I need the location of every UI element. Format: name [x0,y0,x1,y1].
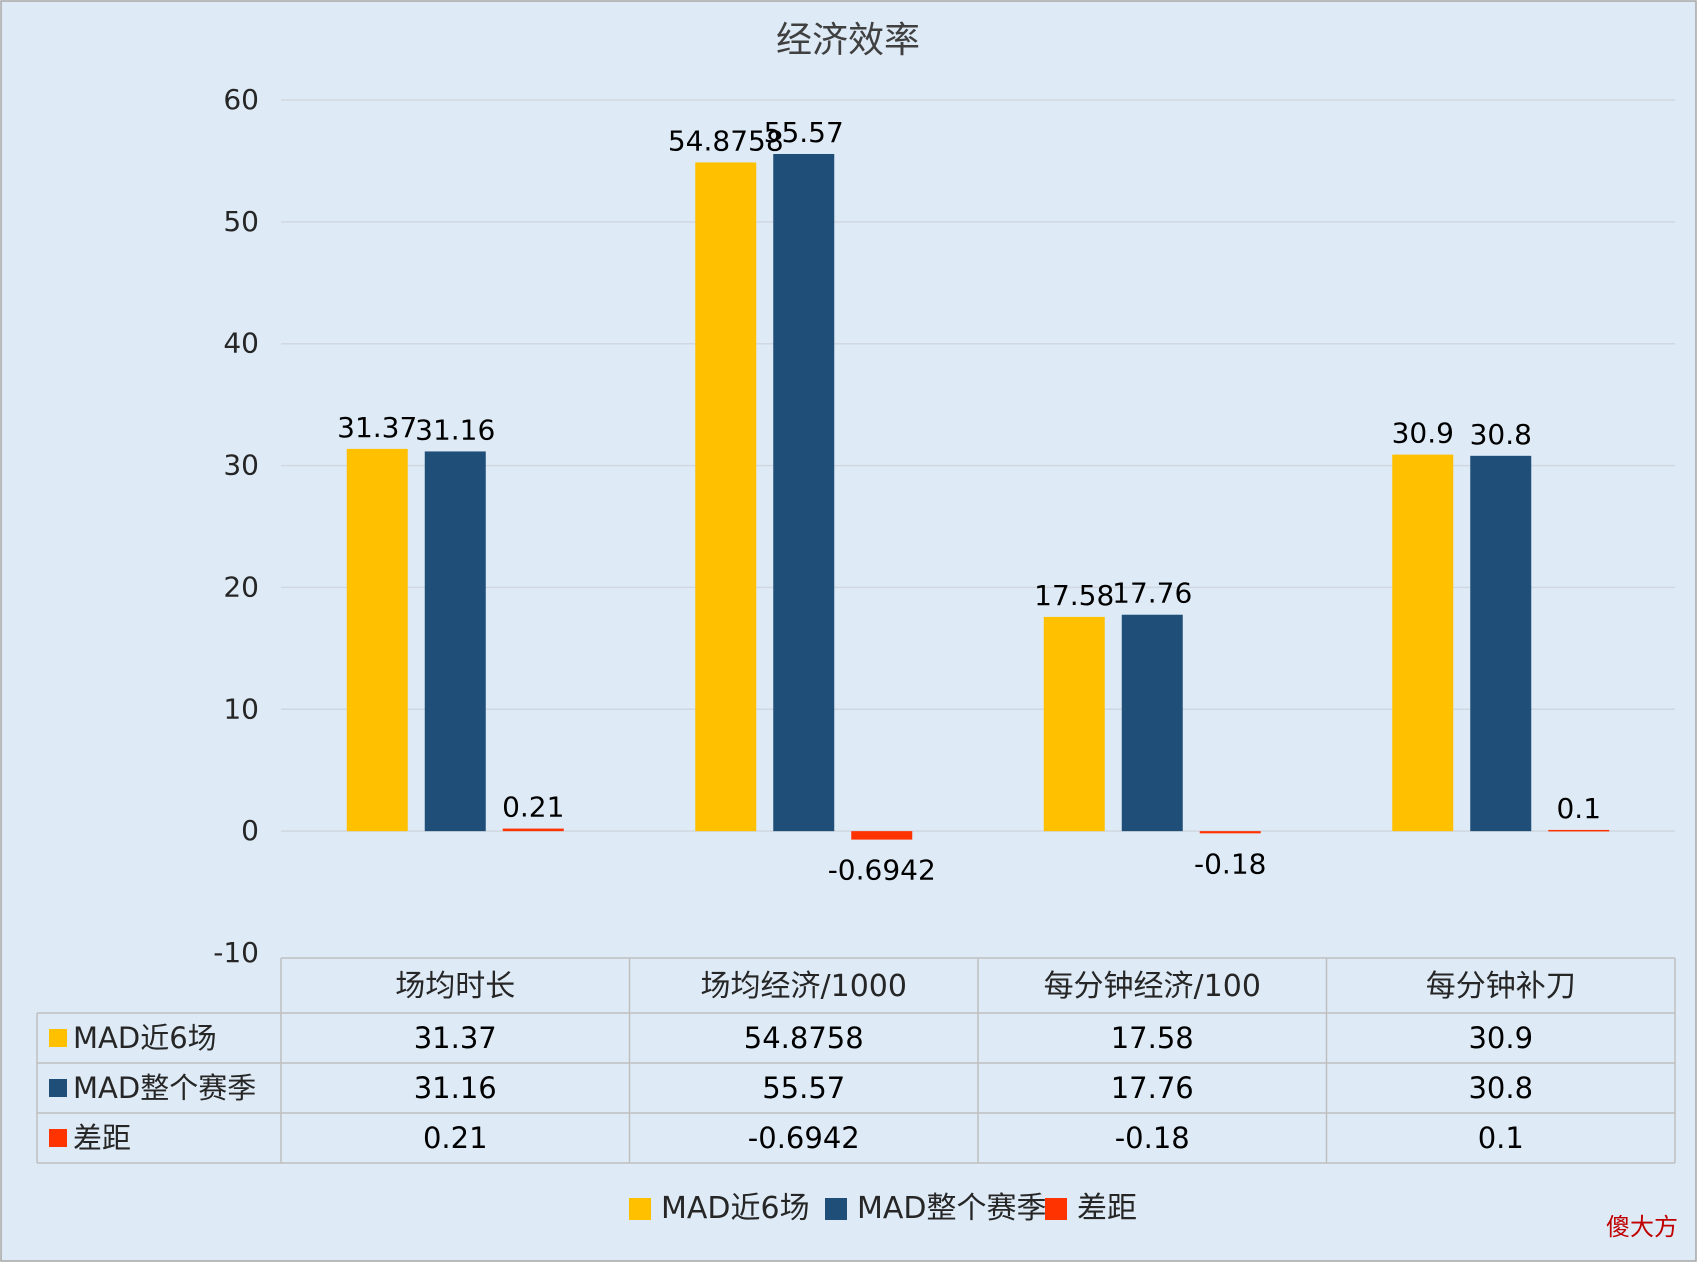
table-cell-value: 54.8758 [744,1021,864,1055]
data-label: 30.8 [1470,418,1532,451]
table-cell-value: 31.37 [414,1021,497,1055]
table-cell-value: 31.16 [414,1071,497,1105]
data-table: 场均时长 场均经济/1000 每分钟经济/100 每分钟补刀 MAD近6场 31.37 54… [36,957,1676,1164]
data-label: -0.18 [1194,847,1266,880]
table-cell-value: 0.1 [1478,1121,1524,1155]
x-category-label: 场均经济/1000 [701,969,907,1004]
data-label: 0.21 [502,791,564,824]
legend-label: 差距 [1077,1191,1137,1226]
table-series-swatch [49,1079,67,1097]
chart-title: 经济效率 [776,20,920,61]
legend: MAD近6场 MAD整个赛季 差距 [629,1191,1137,1226]
y-tick-label: 10 [223,692,259,725]
data-label: 30.9 [1392,417,1454,450]
y-axis-tick-labels: -10 0 10 20 30 40 50 60 [213,83,259,969]
table-cell-value: -0.6942 [748,1121,860,1155]
y-tick-label: 30 [223,449,259,482]
bar-series-2-cat-3 [1121,614,1183,832]
legend-label: MAD近6场 [661,1191,810,1226]
bar-series-1-cat-4 [1392,454,1454,832]
data-labels: 31.37 54.8758 17.58 30.9 31.16 55.57 17.76 30.8… [337,116,1601,887]
table-cell-value: -0.18 [1115,1121,1190,1155]
bar-series-2-cat-1 [424,451,486,832]
bar-series-1-cat-3 [1043,616,1105,832]
x-category-label: 每分钟经济/100 [1044,969,1261,1004]
bar-series-3-cat-3 [1199,831,1261,834]
data-label: -0.6942 [828,854,936,887]
y-tick-label: 20 [223,570,259,603]
bar-series-3-cat-2 [851,831,913,840]
table-cell-value: 0.21 [423,1121,488,1155]
bar-series-2-cat-2 [773,153,835,832]
watermark-text: 傻大方 [1606,1213,1678,1241]
bar-marks [346,153,1610,840]
legend-swatch [1045,1198,1067,1220]
table-cell-value: 30.8 [1468,1071,1533,1105]
x-category-label: 每分钟补刀 [1426,969,1576,1004]
bar-series-3-cat-1 [502,828,564,832]
y-tick-label: 50 [223,205,259,238]
table-series-name: MAD整个赛季 [73,1071,256,1105]
data-label: 31.16 [415,413,495,446]
table-series-swatch [49,1029,67,1047]
table-cell-value: 55.57 [762,1071,845,1105]
x-category-label: 场均时长 [395,969,515,1004]
bar-series-3-cat-4 [1548,829,1610,832]
data-label: 17.76 [1112,577,1192,610]
table-series-swatch [49,1129,67,1147]
bar-series-1-cat-2 [695,162,757,832]
data-label: 31.37 [337,411,417,444]
data-label: 54.8758 [668,124,784,157]
table-series-name: MAD近6场 [73,1021,217,1055]
data-label: 0.1 [1556,792,1601,825]
data-label: 55.57 [764,116,844,149]
legend-swatch [629,1198,651,1220]
table-cell-value: 17.58 [1111,1021,1194,1055]
bar-series-2-cat-4 [1470,455,1532,832]
bar-series-1-cat-1 [346,448,408,832]
table-series-name: 差距 [73,1121,131,1155]
data-label: 17.58 [1034,579,1114,612]
y-tick-label: 0 [241,814,259,847]
legend-label: MAD整个赛季 [857,1191,1047,1226]
table-cell-value: 30.9 [1468,1021,1533,1055]
y-tick-label: 60 [223,83,259,116]
y-tick-label: 40 [223,327,259,360]
y-tick-label: -10 [213,936,259,969]
table-cell-value: 17.76 [1111,1071,1194,1105]
legend-swatch [825,1198,847,1220]
